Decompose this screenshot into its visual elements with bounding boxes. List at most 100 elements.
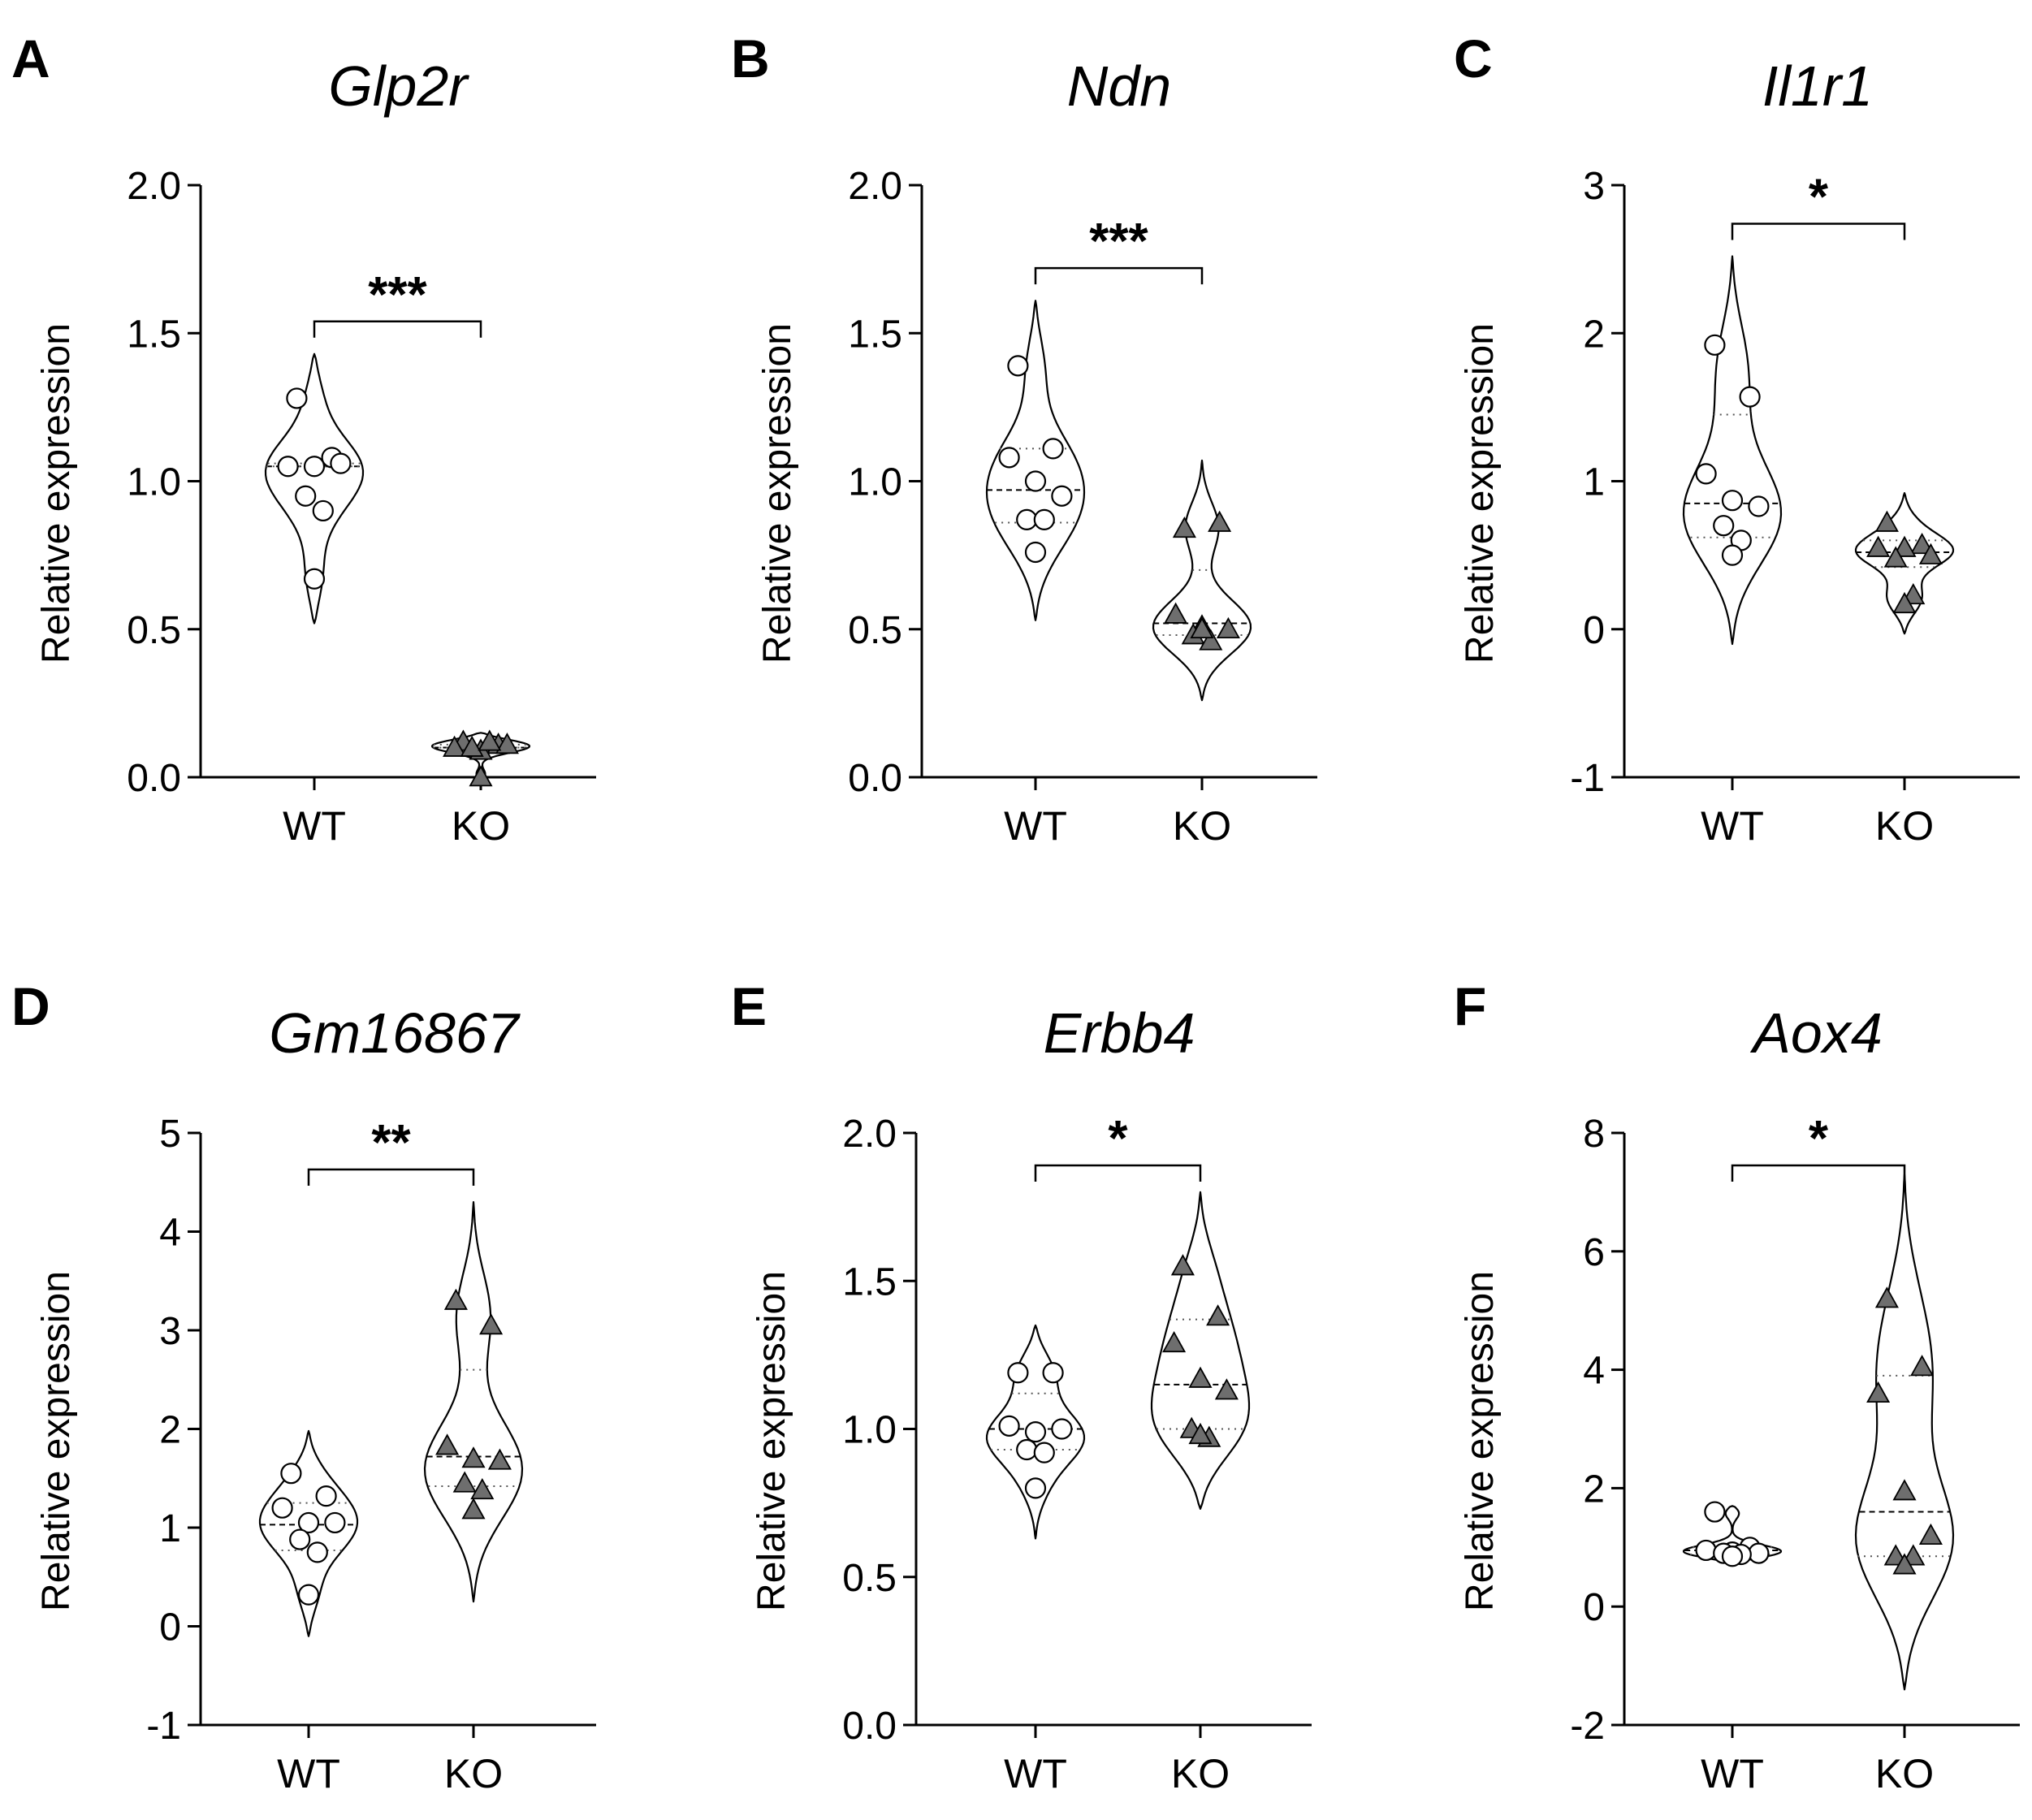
data-point (1016, 1438, 1038, 1461)
violin-outline (1854, 1173, 1955, 1691)
y-tick-label: 2 (1583, 1468, 1605, 1511)
y-tick-label: 3 (1583, 165, 1605, 208)
data-point (487, 1448, 512, 1470)
y-tick-label: 0 (1583, 609, 1605, 652)
significance-bracket (1034, 1164, 1202, 1182)
panel-a: A Glp2r 0.0 0.5 1.0 1.5 2.0 Relative expression… (11, 28, 596, 849)
data-point (1214, 1378, 1239, 1400)
data-point (1024, 1421, 1047, 1443)
data-point (315, 1485, 337, 1507)
y-tick-label: 0.0 (848, 757, 902, 800)
data-point (1199, 629, 1223, 651)
y-tick-label: 8 (1583, 1113, 1605, 1156)
y-tick-label: 2.0 (848, 165, 902, 208)
x-tick-label: KO (1875, 1751, 1934, 1796)
y-tick-label: 4 (1583, 1350, 1605, 1393)
data-point (1051, 485, 1073, 507)
panel-letter: E (731, 976, 767, 1036)
data-point (297, 1584, 320, 1606)
data-point (303, 568, 326, 590)
y-axis-label: Relative expression (1459, 1271, 1502, 1611)
data-point (479, 1313, 504, 1335)
data-point (461, 1446, 486, 1468)
series-ko (1150, 1191, 1251, 1510)
data-point (1033, 508, 1055, 530)
series-wt (985, 300, 1086, 621)
y-axis-label: Relative expression (35, 1271, 78, 1611)
significance-label: * (1809, 169, 1829, 225)
data-point (1172, 516, 1196, 538)
panel-title: Gm16867 (269, 1001, 521, 1065)
data-point (297, 1511, 320, 1534)
data-point (1162, 1330, 1187, 1353)
data-point (1206, 1304, 1230, 1326)
data-point (443, 735, 467, 757)
violin-outline (1150, 1191, 1251, 1510)
data-point (1007, 1362, 1029, 1384)
data-point (1024, 470, 1047, 492)
data-point (271, 1497, 293, 1519)
data-point (1883, 546, 1908, 568)
data-point (1164, 602, 1188, 624)
series-wt (1682, 255, 1783, 646)
panel-letter: F (1454, 976, 1486, 1036)
y-tick-label: 0.5 (848, 609, 902, 652)
y-tick-label: 5 (159, 1113, 181, 1156)
data-point (1874, 1286, 1899, 1308)
data-point (277, 456, 299, 478)
data-point (1866, 535, 1891, 557)
data-point (469, 765, 493, 787)
series-wt (264, 352, 365, 625)
data-point (1024, 541, 1047, 564)
data-point (295, 485, 317, 507)
violin-outline (1682, 255, 1783, 646)
data-point (1704, 334, 1726, 356)
data-point (312, 499, 334, 522)
data-point (1042, 1362, 1064, 1384)
violin-outline (1152, 459, 1252, 702)
x-tick-label: KO (444, 1751, 503, 1796)
data-point (1042, 438, 1064, 460)
y-tick-label: -1 (1570, 757, 1605, 800)
panel-title: Erbb4 (1044, 1001, 1195, 1065)
y-tick-label: 0 (159, 1606, 181, 1649)
y-axis-label: Relative expression (35, 323, 78, 664)
data-point (1866, 1381, 1891, 1403)
panel-letter: B (731, 28, 770, 89)
x-tick-label: WT (1701, 1751, 1764, 1796)
significance-label: *** (1089, 214, 1148, 270)
series-ko (1854, 1173, 1955, 1691)
x-tick-label: WT (1701, 803, 1764, 849)
data-point (1739, 386, 1761, 408)
x-tick-label: WT (277, 1751, 340, 1796)
y-tick-label: 1.5 (848, 313, 902, 356)
x-tick-label: WT (283, 803, 346, 849)
y-tick-label: 0.5 (842, 1557, 897, 1600)
y-tick-label: 0 (1583, 1586, 1605, 1629)
violin-outline (258, 1429, 359, 1637)
panel-b: B Ndn 0.0 0.5 1.0 1.5 2.0 Relative expression WT… (731, 28, 1317, 849)
y-tick-label: 6 (1583, 1231, 1605, 1274)
series-ko (1152, 459, 1252, 702)
panel-title: Aox4 (1749, 1001, 1883, 1065)
data-point (324, 1511, 346, 1534)
violin-outline (985, 1324, 1086, 1540)
y-tick-label: 2 (159, 1409, 181, 1452)
data-point (443, 1288, 468, 1310)
y-tick-label: 2.0 (127, 165, 181, 208)
data-point (1695, 1539, 1717, 1562)
series-wt (258, 1429, 359, 1637)
x-tick-label: KO (1173, 803, 1231, 849)
data-point (998, 1415, 1020, 1437)
y-tick-label: 2 (1583, 313, 1605, 356)
data-point (1188, 1422, 1213, 1445)
y-tick-label: 1.0 (127, 461, 181, 504)
significance-bracket (307, 1168, 475, 1187)
panel-letter: A (11, 28, 50, 89)
data-point (1188, 1366, 1213, 1388)
y-tick-label: 3 (159, 1310, 181, 1353)
data-point (1721, 544, 1744, 566)
data-point (1918, 1523, 1943, 1545)
panel-e: E Erbb4 0.0 0.5 1.0 1.5 2.0 Relative expression… (731, 976, 1312, 1796)
